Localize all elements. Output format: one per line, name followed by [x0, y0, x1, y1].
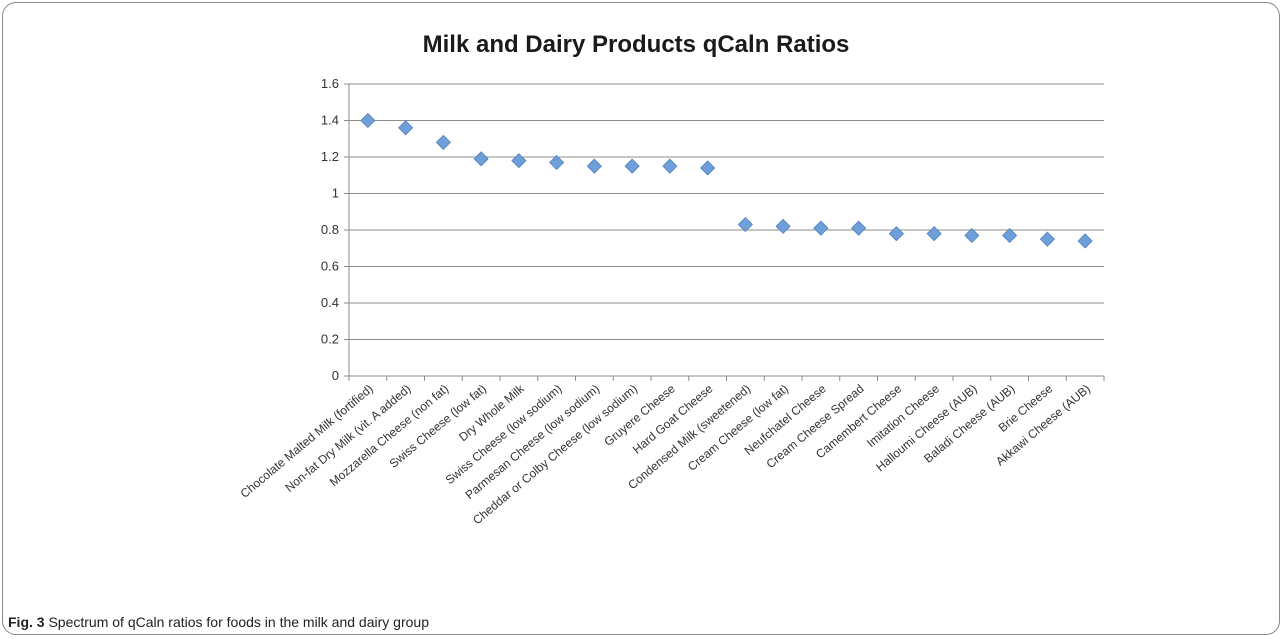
- y-tick-label: 0.8: [321, 222, 339, 237]
- data-point: [398, 120, 414, 136]
- figure-caption: Fig. 3 Spectrum of qCaln ratios for food…: [8, 614, 429, 630]
- chart-title: Milk and Dairy Products qCaln Ratios: [423, 31, 850, 58]
- y-tick-label: 0.4: [321, 295, 339, 310]
- data-point: [926, 226, 942, 242]
- y-tick-label: 1.6: [321, 76, 339, 91]
- data-point: [586, 158, 602, 174]
- data-points: [360, 112, 1093, 249]
- y-tick-label: 1.2: [321, 149, 339, 164]
- data-point: [813, 220, 829, 236]
- data-point: [511, 153, 527, 169]
- figure-label: Fig. 3: [8, 614, 45, 630]
- data-point: [624, 158, 640, 174]
- data-point: [662, 158, 678, 174]
- data-point: [737, 216, 753, 233]
- gridlines: [349, 83, 1104, 340]
- y-tick-label: 0.6: [321, 259, 339, 274]
- data-point: [435, 134, 451, 150]
- data-point: [473, 151, 489, 167]
- y-axis-ticks: 0 0.2 0.4 0.6 0.8 1 1.2 1.4 1.6: [321, 76, 349, 383]
- x-axis: Chocolate Malted Milk (fortified)Non-fat…: [238, 84, 1105, 527]
- data-point: [964, 227, 980, 244]
- y-tick-label: 1.4: [321, 113, 339, 128]
- data-point: [1077, 233, 1093, 249]
- data-point: [700, 160, 716, 176]
- data-point: [1039, 231, 1055, 247]
- data-point: [775, 218, 791, 234]
- data-point: [360, 112, 376, 129]
- figure-caption-text: Spectrum of qCaln ratios for foods in th…: [48, 614, 429, 630]
- data-point: [851, 220, 867, 236]
- data-point: [888, 226, 904, 242]
- y-tick-label: 0.2: [321, 332, 339, 347]
- data-point: [549, 154, 565, 171]
- data-point: [1002, 227, 1018, 244]
- y-tick-label: 0: [332, 368, 339, 383]
- y-tick-label: 1: [332, 186, 339, 201]
